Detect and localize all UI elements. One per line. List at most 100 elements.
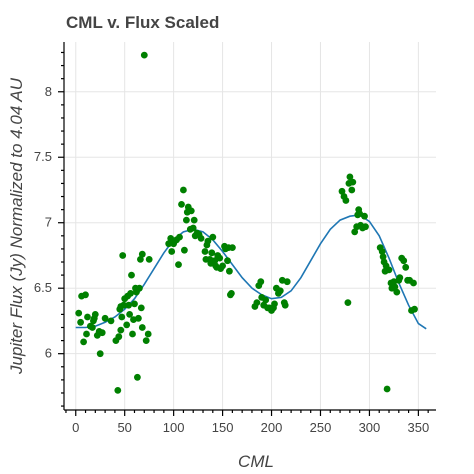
chart-title: CML v. Flux Scaled — [66, 13, 219, 32]
data-point — [349, 178, 357, 186]
data-point — [346, 173, 354, 181]
data-point — [165, 240, 173, 248]
x-axis-label: CML — [238, 452, 274, 471]
data-point — [379, 253, 387, 261]
data-point — [344, 299, 352, 306]
data-point — [362, 223, 369, 231]
data-point — [137, 256, 144, 263]
data-point — [253, 299, 261, 306]
data-point — [120, 301, 128, 309]
data-point — [142, 337, 150, 344]
x-tick-label: 150 — [212, 420, 234, 435]
data-point — [348, 186, 356, 194]
data-point — [77, 318, 84, 326]
axes — [63, 42, 436, 411]
data-point — [209, 233, 217, 241]
x-axis-ticks: 0 50 100 150 200 250 300 350 — [65, 410, 429, 435]
data-point — [126, 311, 133, 318]
data-point — [91, 311, 99, 318]
y-tick-label: 7.5 — [34, 149, 52, 164]
data-point — [226, 267, 233, 275]
data-point — [378, 248, 386, 255]
data-point — [402, 263, 410, 271]
data-point — [134, 373, 141, 381]
data-point — [281, 301, 289, 309]
data-point — [138, 324, 146, 331]
x-tick-label: 200 — [261, 420, 283, 435]
y-tick-label: 7 — [45, 215, 52, 230]
data-point — [204, 237, 212, 245]
data-point — [229, 244, 236, 252]
data-point — [89, 324, 96, 331]
x-tick-label: 100 — [163, 420, 185, 435]
data-point — [342, 197, 350, 204]
y-tick-label: 6 — [45, 346, 52, 361]
data-point — [125, 301, 132, 309]
data-point — [385, 266, 393, 274]
data-point — [114, 387, 122, 394]
data-point — [338, 187, 346, 195]
data-point — [127, 290, 134, 297]
data-point — [393, 288, 401, 296]
data-point — [262, 296, 270, 304]
data-point — [197, 235, 205, 242]
data-point — [361, 212, 368, 220]
data-point — [400, 257, 408, 265]
data-point — [411, 305, 418, 313]
data-point — [138, 250, 146, 258]
x-tick-label: 250 — [310, 420, 332, 435]
data-point — [176, 233, 183, 241]
data-point — [98, 329, 106, 337]
x-tick-label: 300 — [359, 420, 381, 435]
data-point — [219, 262, 227, 270]
data-point — [168, 248, 176, 255]
data-point — [75, 309, 83, 317]
y-axis-ticks: 6 6.5 7 7.5 8 — [34, 51, 64, 407]
x-tick-label: 50 — [117, 420, 131, 435]
data-point — [190, 216, 198, 224]
data-point — [117, 326, 125, 334]
y-tick-label: 6.5 — [34, 280, 52, 295]
data-point — [84, 313, 91, 321]
data-point — [189, 224, 197, 232]
data-point — [224, 257, 231, 265]
data-point — [396, 274, 404, 282]
data-point — [118, 313, 126, 321]
data-point — [131, 300, 138, 308]
data-point — [135, 314, 142, 322]
x-tick-label: 0 — [72, 420, 79, 435]
data-point — [175, 261, 182, 268]
data-point — [181, 246, 188, 254]
data-point — [201, 248, 209, 255]
data-point — [276, 287, 284, 295]
data-point — [80, 338, 87, 346]
data-point — [183, 216, 190, 224]
y-tick-label: 8 — [45, 84, 52, 99]
data-point — [178, 201, 185, 208]
data-point — [82, 291, 89, 299]
data-point — [136, 284, 143, 292]
data-point — [228, 290, 235, 297]
data-point — [410, 279, 417, 287]
data-point — [96, 350, 104, 358]
fit-curve — [75, 214, 427, 330]
data-point — [283, 278, 291, 286]
data-point — [128, 271, 135, 279]
data-points — [75, 51, 418, 394]
data-point — [208, 249, 216, 257]
data-point — [257, 278, 265, 286]
data-point — [391, 283, 399, 291]
data-point — [129, 330, 136, 338]
data-point — [144, 330, 152, 338]
data-point — [137, 304, 145, 312]
y-axis-label: Jupiter Flux (Jy) Normalized to 4.04 AU — [7, 77, 26, 375]
data-point — [83, 330, 90, 338]
data-point — [180, 186, 187, 194]
data-point — [187, 207, 195, 215]
data-point — [140, 51, 148, 59]
data-point — [383, 385, 391, 393]
data-point — [115, 333, 123, 341]
grid — [64, 42, 436, 410]
data-point — [351, 228, 359, 236]
